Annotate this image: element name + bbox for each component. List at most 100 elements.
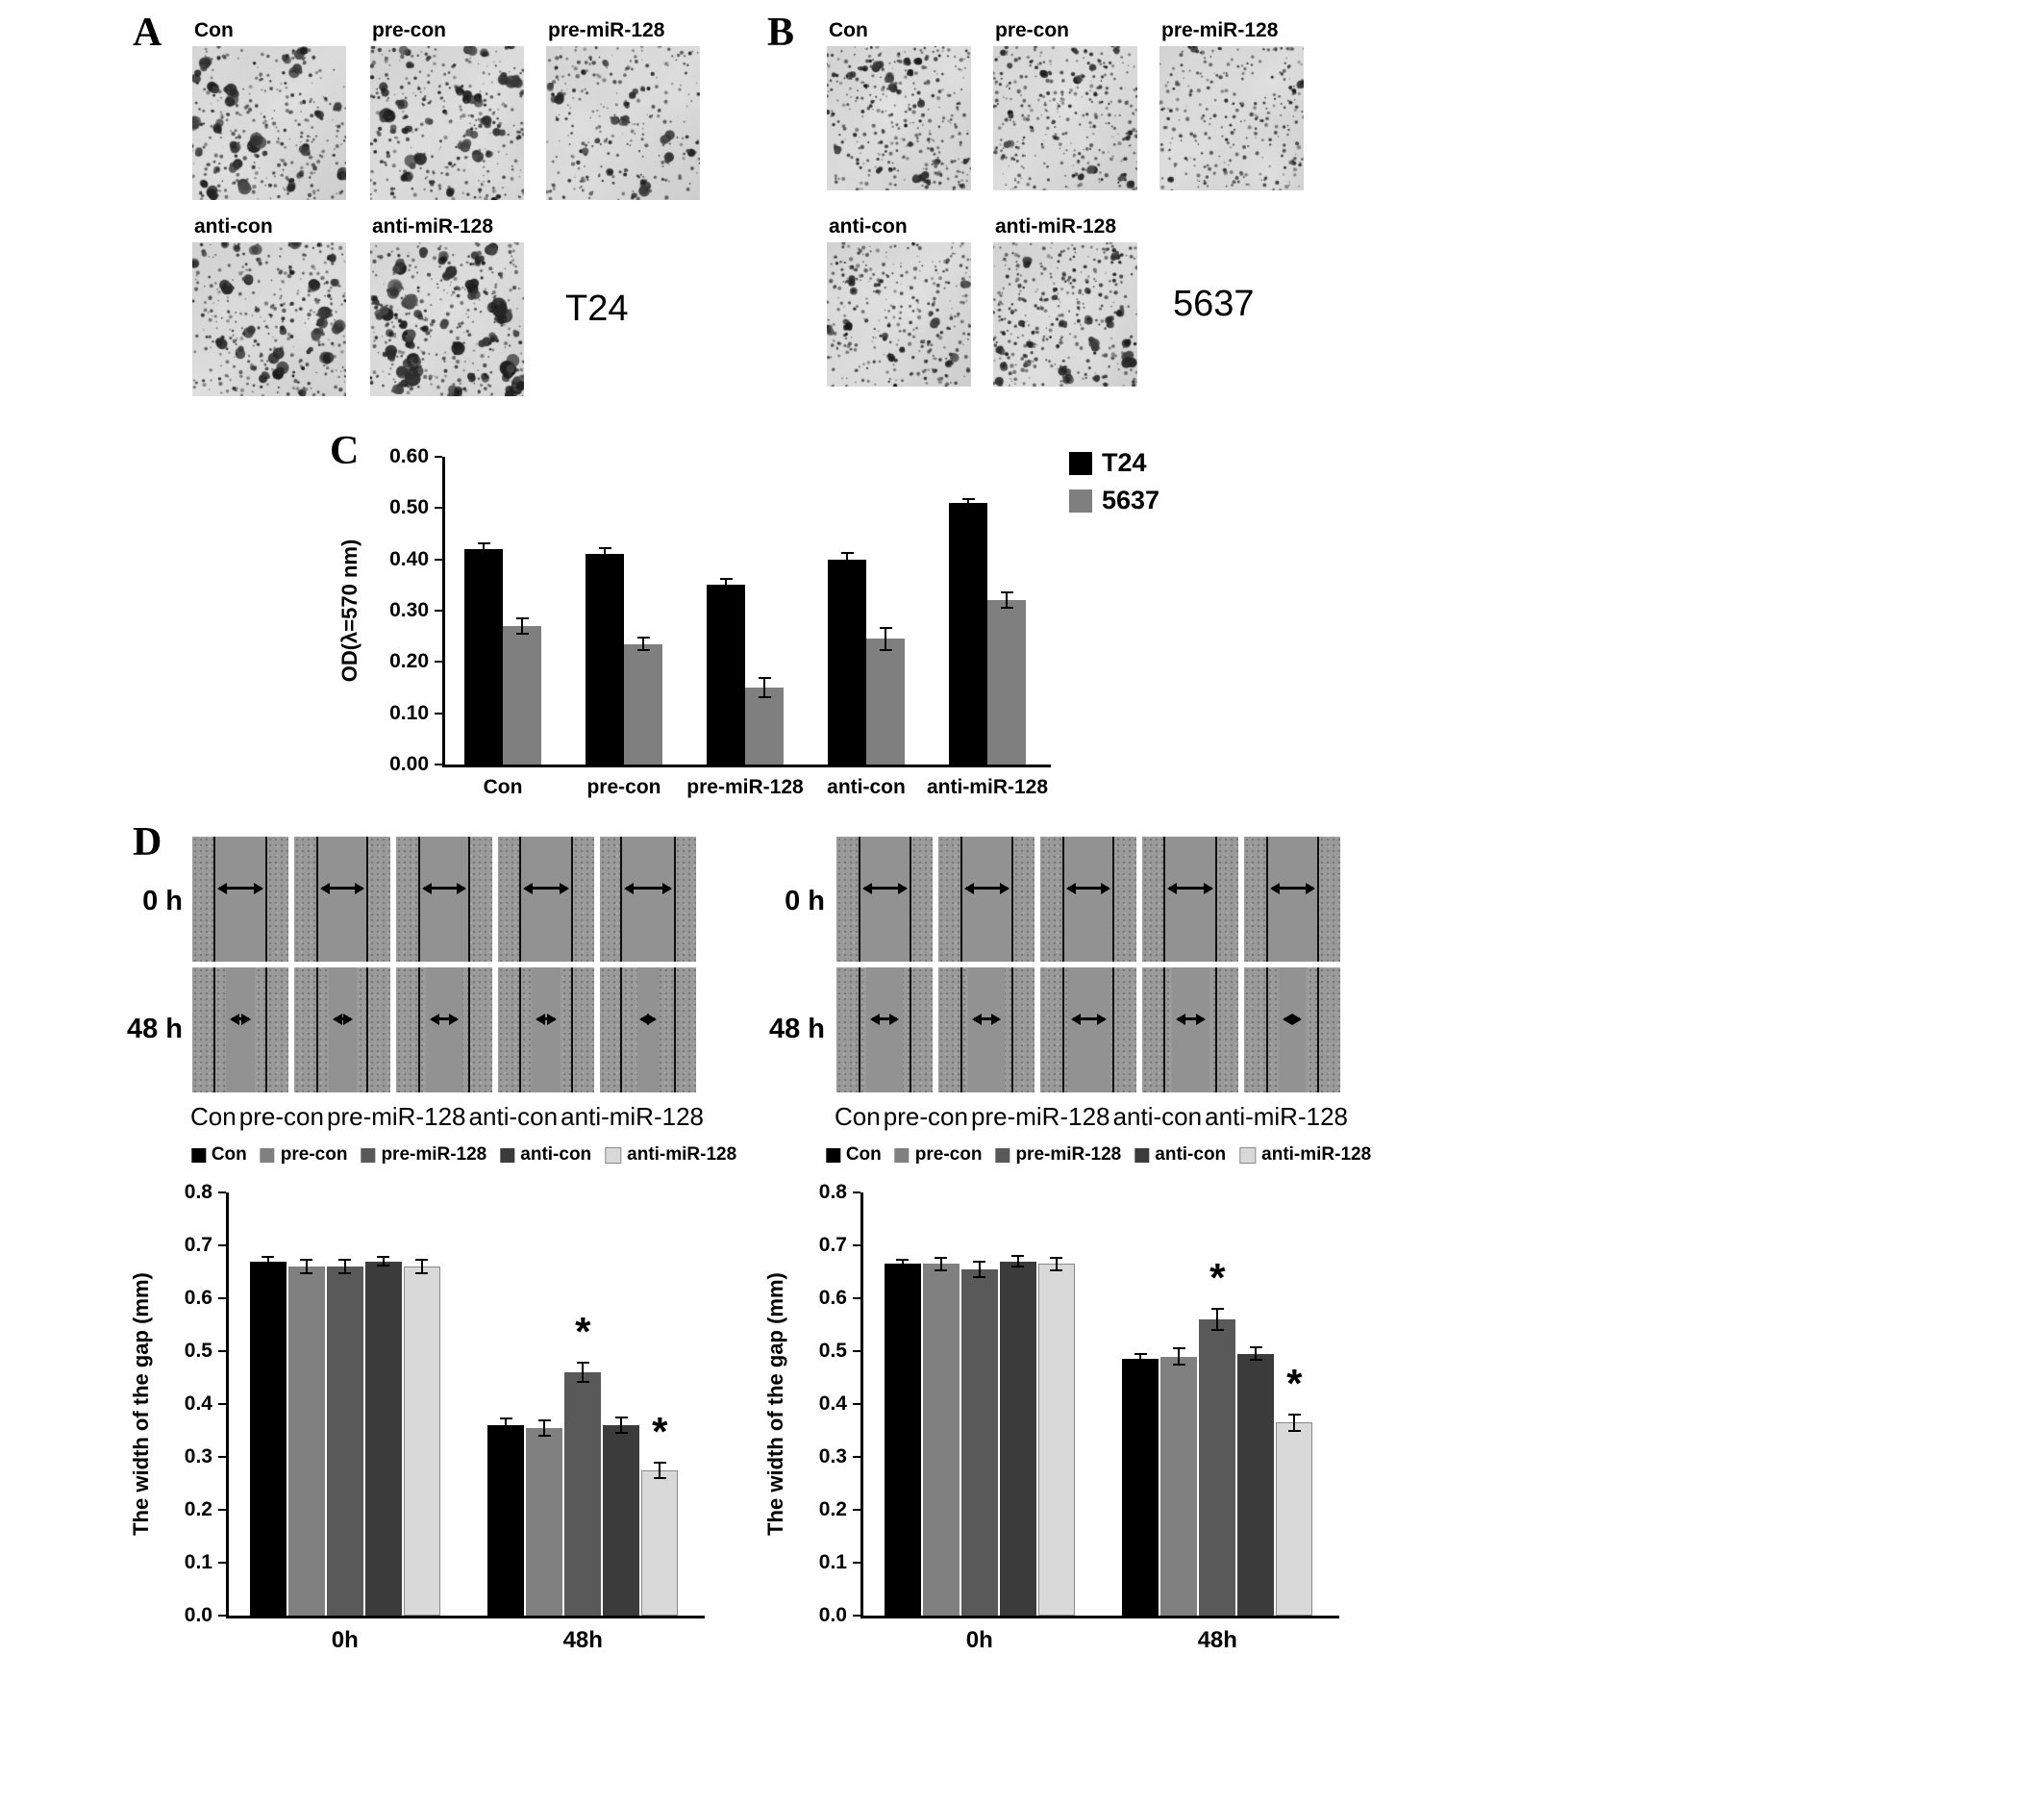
wound-image	[1244, 967, 1340, 1092]
colony-image	[993, 46, 1137, 190]
plot-area	[442, 457, 1051, 767]
gap-width-arrow	[1068, 887, 1109, 890]
y-tick-label: 0.4	[184, 1392, 212, 1415]
y-tick-label: 0.40	[389, 547, 429, 570]
error-bar-cap	[1172, 1347, 1185, 1350]
wound-gap-region	[519, 837, 573, 962]
error-bar-cap	[415, 1259, 429, 1262]
colony-image	[370, 46, 524, 200]
y-tick-label: 0.8	[184, 1181, 212, 1203]
bar-anti-con-0h	[999, 1261, 1036, 1616]
wound-gap-region	[1062, 837, 1114, 962]
error-bar-cap	[896, 1258, 910, 1261]
error-bar	[604, 547, 606, 561]
error-bar-cap	[598, 546, 611, 549]
bar-T24-anti-con	[828, 559, 866, 765]
error-bar	[1178, 1348, 1181, 1365]
bar-pre-miR-128-0h	[960, 1268, 998, 1616]
y-tick	[853, 1350, 860, 1352]
wound-edge-line	[468, 967, 470, 1092]
y-tick-label: 0.7	[818, 1234, 847, 1256]
wound-gap-region	[858, 837, 911, 962]
error-bar	[1006, 592, 1008, 609]
wound-image	[836, 837, 933, 962]
error-bar	[305, 1260, 308, 1273]
error-bar-cap	[1134, 1352, 1147, 1355]
significance-asterisk: *	[1286, 1361, 1303, 1406]
bar-5637-pre-miR-128	[745, 688, 784, 765]
x-tick-label: pre-miR-128	[686, 776, 804, 798]
wound-gap-region	[968, 967, 1005, 1092]
bar-T24-pre-miR-128	[707, 585, 745, 765]
wound-edge-line	[519, 837, 521, 962]
error-bar-cap	[262, 1256, 275, 1259]
bar-chart-gap-left: 0.0 0.1 0.2 0.3 0.4 0.5 0.6 0.7 0.8 0h * * 48h The wi…	[125, 1144, 779, 1702]
gap-width-arrow	[1072, 1017, 1105, 1020]
wound-gap-region	[532, 967, 561, 1092]
error-bar-cap	[415, 1271, 429, 1274]
x-tick-label: 48h	[1197, 1627, 1237, 1653]
wound-edge-line	[1062, 837, 1064, 962]
y-tick	[435, 764, 442, 765]
wound-col-label: pre-miR-128	[327, 1102, 466, 1131]
y-tick	[218, 1615, 226, 1617]
error-bar-cap	[896, 1267, 910, 1269]
wound-image	[192, 837, 288, 962]
error-bar-cap	[1210, 1308, 1224, 1310]
bar-pre-con-0h	[287, 1267, 325, 1616]
wound-image	[396, 967, 492, 1092]
wound-edge-line	[909, 837, 911, 962]
wound-col-label: anti-miR-128	[1205, 1102, 1348, 1131]
error-bar-cap	[576, 1380, 589, 1383]
wound-image	[1040, 837, 1136, 962]
x-tick-label: Con	[483, 776, 523, 798]
legend-label-anti-con: anti-con	[520, 1144, 592, 1165]
wound-image	[1142, 967, 1238, 1092]
panel-a-letter: A	[133, 11, 162, 55]
gap-width-arrow	[322, 887, 362, 890]
legend-label-Con: Con	[211, 1144, 247, 1165]
error-bar-cap	[614, 1416, 628, 1418]
error-bar-cap	[840, 552, 854, 555]
colony-label: pre-miR-128	[1161, 19, 1279, 41]
error-bar-cap	[961, 497, 975, 500]
wound-edge-line	[1010, 837, 1013, 962]
wound-image	[938, 967, 1034, 1092]
error-bar	[543, 1419, 546, 1436]
x-tick-label: pre-con	[586, 776, 661, 798]
wound-col-label: Con	[835, 1102, 881, 1131]
error-bar-cap	[935, 1268, 948, 1271]
colony-image	[827, 242, 971, 387]
wound-image	[498, 967, 594, 1092]
error-bar	[620, 1417, 623, 1434]
y-tick-label: 0.00	[389, 753, 429, 775]
wound-edge-line	[1316, 837, 1319, 962]
wound-col-label: Con	[190, 1102, 237, 1131]
y-tick-label: 0.0	[184, 1604, 212, 1626]
cell-line-label-t24: T24	[565, 288, 629, 329]
x-tick-label: 48h	[562, 1627, 603, 1653]
wound-col-label: anti-miR-128	[561, 1102, 704, 1131]
legend-label-anti-miR-128: anti-miR-128	[627, 1144, 737, 1165]
y-tick	[853, 1403, 860, 1405]
error-bar	[659, 1462, 661, 1478]
legend-label-5637: 5637	[1102, 486, 1160, 514]
error-bar-cap	[1287, 1429, 1301, 1432]
bar-pre-miR-128-48h	[564, 1372, 602, 1616]
error-bar	[266, 1257, 269, 1266]
y-tick	[853, 1615, 860, 1617]
legend-label-anti-miR-128: anti-miR-128	[1261, 1144, 1372, 1165]
wound-image	[600, 837, 696, 962]
wound-edge-line	[519, 967, 521, 1092]
y-tick-label: 0.4	[818, 1392, 847, 1415]
error-bar-cap	[758, 695, 771, 698]
wound-edge-line	[1215, 837, 1217, 962]
gap-width-arrow	[863, 887, 906, 890]
wound-edge-line	[1163, 837, 1165, 962]
gap-width-arrow	[525, 887, 567, 890]
y-tick	[853, 1244, 860, 1246]
wound-gap-region	[960, 837, 1013, 962]
bar-Con-0h	[249, 1261, 287, 1616]
y-tick-label: 0.20	[389, 650, 429, 673]
wound-col-label: pre-con	[238, 1102, 324, 1131]
